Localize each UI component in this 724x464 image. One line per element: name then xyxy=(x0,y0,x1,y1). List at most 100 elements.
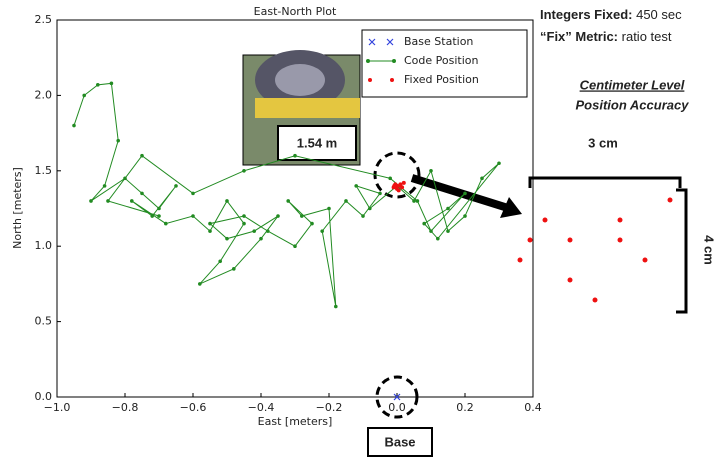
code-point xyxy=(327,207,331,211)
photo-inset: 1.54 m xyxy=(243,50,360,165)
code-point xyxy=(436,237,440,241)
code-point xyxy=(412,199,416,203)
fixed-point xyxy=(397,188,401,192)
x-tick-label: −0.4 xyxy=(248,401,275,414)
legend-marker xyxy=(366,59,370,63)
code-point xyxy=(361,214,365,218)
x-axis-label: East [meters] xyxy=(258,415,333,428)
code-point xyxy=(103,184,107,188)
annotation: 4 cm xyxy=(702,235,717,265)
code-point xyxy=(242,222,246,226)
y-tick-label: 0.0 xyxy=(35,390,53,403)
zoom-point xyxy=(618,218,623,223)
zoom-point xyxy=(618,238,623,243)
code-point xyxy=(208,222,212,226)
legend-marker xyxy=(390,78,394,82)
code-point xyxy=(157,207,161,211)
bracket xyxy=(530,178,680,188)
legend-marker xyxy=(392,59,396,63)
code-point xyxy=(191,192,195,196)
code-point xyxy=(497,161,501,165)
code-point xyxy=(378,192,382,196)
code-point xyxy=(164,222,168,226)
photo-shape xyxy=(275,64,325,96)
x-tick-label: 0.4 xyxy=(524,401,542,414)
zoom-point xyxy=(643,258,648,263)
zoom-point xyxy=(568,238,573,243)
code-point xyxy=(198,282,202,286)
code-point xyxy=(110,82,114,86)
code-point xyxy=(191,214,195,218)
code-point xyxy=(123,177,127,181)
code-point xyxy=(446,229,450,233)
annotation: Position Accuracy xyxy=(576,97,690,112)
annotation: “Fix” Metric: ratio test xyxy=(540,29,672,44)
y-tick-label: 2.5 xyxy=(35,13,53,26)
code-point xyxy=(157,214,161,218)
code-point xyxy=(429,169,433,173)
code-point xyxy=(463,192,467,196)
annotation: 3 cm xyxy=(588,135,618,150)
code-point xyxy=(174,184,178,188)
x-tick-label: −0.2 xyxy=(316,401,343,414)
code-point xyxy=(242,214,246,218)
zoom-point xyxy=(518,258,523,263)
code-point xyxy=(89,199,93,203)
code-point xyxy=(388,177,392,181)
zoom-point xyxy=(668,198,673,203)
code-point xyxy=(130,199,134,203)
code-point xyxy=(225,199,229,203)
zoom-point xyxy=(568,278,573,283)
code-point xyxy=(422,222,426,226)
bracket xyxy=(676,190,686,312)
annotation: 1.54 m xyxy=(297,135,337,150)
code-point xyxy=(242,169,246,173)
fixed-point xyxy=(400,185,404,189)
x-tick-label: 0.0 xyxy=(388,401,406,414)
code-point xyxy=(310,222,314,226)
code-point xyxy=(463,214,467,218)
fixed-point xyxy=(402,181,406,185)
arrow xyxy=(412,178,508,208)
annotation: Base xyxy=(384,434,415,449)
x-tick-label: −0.6 xyxy=(180,401,207,414)
annotation: Integers Fixed: 450 sec xyxy=(540,7,682,22)
y-tick-label: 1.5 xyxy=(35,164,53,177)
x-tick-label: 0.2 xyxy=(456,401,474,414)
legend-marker xyxy=(368,78,372,82)
code-point xyxy=(293,154,297,158)
legend-label: Code Position xyxy=(404,54,479,67)
fixed-point xyxy=(392,184,396,188)
code-point xyxy=(225,237,229,241)
legend-label: Base Station xyxy=(404,35,473,48)
x-tick-label: −0.8 xyxy=(112,401,139,414)
chart: East-North Plot East [meters] North [met… xyxy=(0,0,724,460)
code-point xyxy=(416,199,420,203)
code-point xyxy=(320,229,324,233)
code-point xyxy=(259,237,263,241)
code-point xyxy=(252,229,256,233)
code-point xyxy=(276,214,280,218)
code-point xyxy=(293,244,297,248)
code-point xyxy=(106,199,110,203)
code-point xyxy=(334,305,338,309)
code-point xyxy=(116,139,120,143)
code-point xyxy=(82,94,86,98)
zoom-point xyxy=(528,238,533,243)
legend-label: Fixed Position xyxy=(404,73,479,86)
code-point xyxy=(140,154,144,158)
code-point xyxy=(446,207,450,211)
y-tick-label: 1.0 xyxy=(35,239,53,252)
zoom-point xyxy=(543,218,548,223)
code-point xyxy=(218,259,222,263)
code-point xyxy=(368,207,372,211)
y-axis-label: North [meters] xyxy=(11,167,24,249)
code-point xyxy=(344,199,348,203)
code-point xyxy=(72,124,76,128)
code-point xyxy=(480,177,484,181)
code-point xyxy=(266,229,270,233)
zoom-point xyxy=(593,298,598,303)
code-point xyxy=(300,214,304,218)
code-point xyxy=(208,229,212,233)
code-point xyxy=(96,83,100,87)
